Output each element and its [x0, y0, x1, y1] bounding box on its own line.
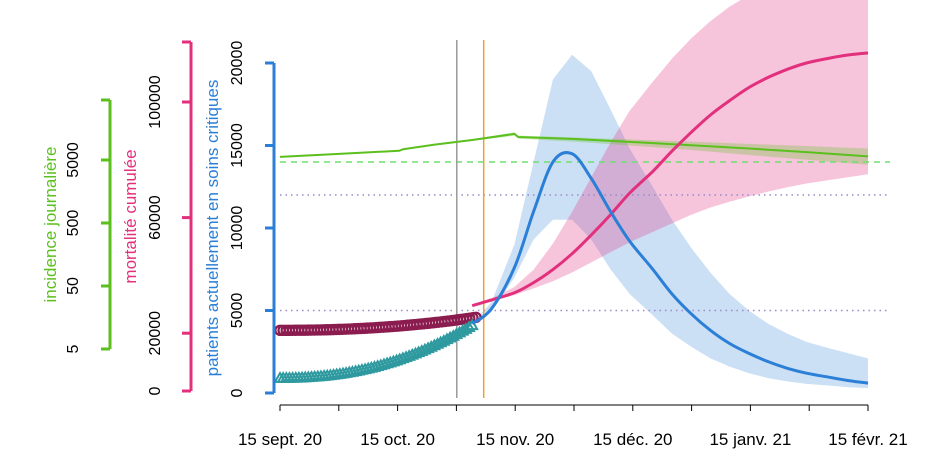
x-tick-label: 15 oct. 20: [360, 430, 435, 449]
reference-lines-vertical: [456, 40, 485, 398]
x-tick-label: 15 déc. 20: [593, 430, 672, 449]
incidence-tick-label: 5: [65, 344, 82, 353]
critical-tick-label: 20000: [229, 41, 246, 86]
x-tick-label: 15 nov. 20: [476, 430, 554, 449]
mortality-tick-label: 20000: [147, 311, 164, 356]
series-lines: [279, 51, 869, 385]
y-axis-mortality: 0 20000 60000 100000 mortalité cumulée: [121, 40, 193, 395]
incidence-axis-title: incidence journalière: [41, 147, 60, 303]
mortality-tick-label: 60000: [147, 195, 164, 240]
critical-axis-title: patients actuellement en soins critiques: [203, 80, 222, 377]
critical-tick-label: 5000: [229, 293, 246, 329]
critical-tick-label: 15000: [229, 123, 246, 168]
incidence-tick-label: 50: [65, 277, 82, 295]
mortality-axis-title: mortalité cumulée: [121, 149, 140, 283]
incidence-tick-label: 5000: [65, 142, 82, 178]
critical-line: [471, 151, 869, 385]
x-tick-label: 15 sept. 20: [238, 430, 322, 449]
critical-tick-label: 10000: [229, 206, 246, 251]
reference-lines-horizontal: [280, 161, 890, 312]
critical-tick-label: 0: [229, 388, 246, 397]
mortality-line: [471, 51, 869, 308]
y-axis-critical: 0 5000 10000 15000 20000 patients actuellemen…: [203, 41, 276, 397]
mortality-tick-label: 100000: [147, 75, 164, 128]
observed-points: [273, 311, 482, 383]
critical-observed-point: [465, 318, 479, 331]
x-tick-label: 15 janv. 21: [709, 430, 791, 449]
mortality-tick-label: 0: [147, 386, 164, 395]
incidence-tick-label: 500: [65, 210, 82, 237]
x-axis: 15 sept. 20 15 oct. 20 15 nov. 20 15 déc. 2…: [238, 404, 908, 449]
x-tick-label: 15 févr. 21: [828, 430, 907, 449]
critical-observed-point: [462, 320, 476, 332]
incidence-line: [279, 132, 869, 158]
y-axis-incidence: 5 50 500 5000 incidence journalière: [41, 98, 112, 353]
